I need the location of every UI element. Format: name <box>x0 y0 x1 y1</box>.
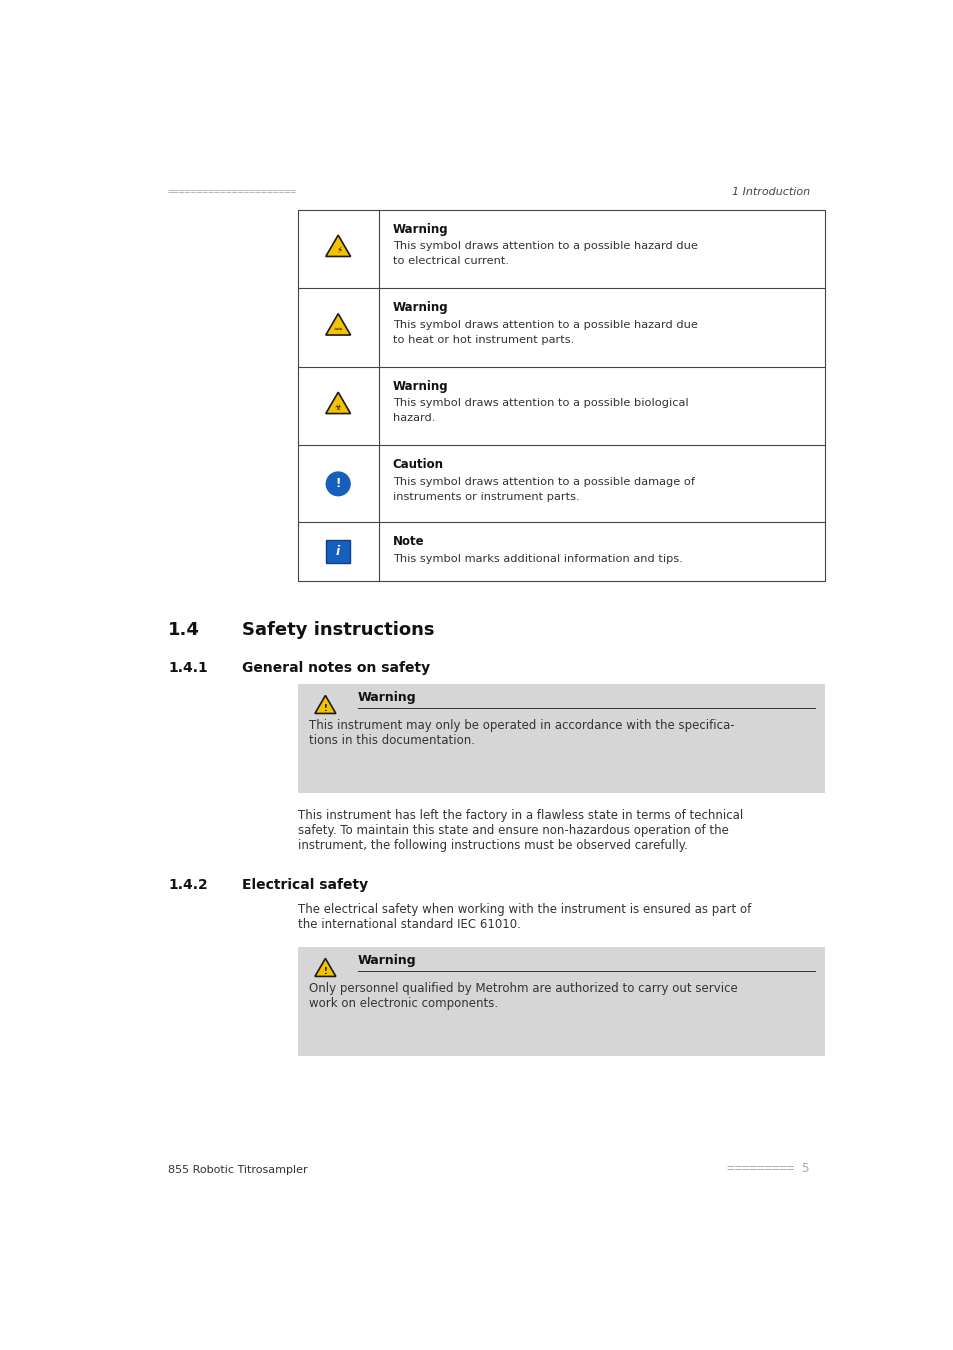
FancyBboxPatch shape <box>297 946 823 1056</box>
Text: General notes on safety: General notes on safety <box>241 662 430 675</box>
Text: instrument, the following instructions must be observed carefully.: instrument, the following instructions m… <box>297 838 687 852</box>
Text: This instrument has left the factory in a flawless state in terms of technical: This instrument has left the factory in … <box>297 809 742 822</box>
Text: This symbol draws attention to a possible hazard due: This symbol draws attention to a possibl… <box>393 320 697 329</box>
Text: 1.4: 1.4 <box>168 621 200 639</box>
Text: !: ! <box>323 967 327 976</box>
Text: work on electronic components.: work on electronic components. <box>309 996 497 1010</box>
Polygon shape <box>325 235 350 256</box>
Text: 1 Introduction: 1 Introduction <box>731 186 809 197</box>
Text: ========= 5: ========= 5 <box>726 1161 809 1174</box>
Text: ======================: ====================== <box>168 186 297 197</box>
Text: Electrical safety: Electrical safety <box>241 879 368 892</box>
Text: 1.4.1: 1.4.1 <box>168 662 208 675</box>
Text: Warning: Warning <box>393 301 448 315</box>
Text: This symbol draws attention to a possible damage of: This symbol draws attention to a possibl… <box>393 477 694 487</box>
Text: i: i <box>335 544 340 558</box>
FancyBboxPatch shape <box>297 684 823 794</box>
Text: 1.4.2: 1.4.2 <box>168 879 208 892</box>
Text: 855 Robotic Titrosampler: 855 Robotic Titrosampler <box>168 1165 308 1174</box>
Text: Warning: Warning <box>393 379 448 393</box>
Polygon shape <box>325 313 350 335</box>
Text: Warning: Warning <box>393 223 448 236</box>
Text: Caution: Caution <box>393 459 443 471</box>
Text: !: ! <box>323 703 327 713</box>
Text: ⚡: ⚡ <box>335 246 342 255</box>
Text: to heat or hot instrument parts.: to heat or hot instrument parts. <box>393 335 574 344</box>
Text: This instrument may only be operated in accordance with the specifica-: This instrument may only be operated in … <box>309 718 734 732</box>
FancyBboxPatch shape <box>297 209 823 580</box>
Circle shape <box>326 472 350 495</box>
Text: Warning: Warning <box>357 691 416 703</box>
Polygon shape <box>314 958 335 976</box>
Text: Safety instructions: Safety instructions <box>241 621 434 639</box>
Text: the international standard IEC 61010.: the international standard IEC 61010. <box>297 918 519 932</box>
Text: This symbol draws attention to a possible hazard due: This symbol draws attention to a possibl… <box>393 242 697 251</box>
Text: tions in this documentation.: tions in this documentation. <box>309 733 475 747</box>
Text: Note: Note <box>393 536 424 548</box>
Text: Only personnel qualified by Metrohm are authorized to carry out service: Only personnel qualified by Metrohm are … <box>309 981 737 995</box>
Text: Warning: Warning <box>357 954 416 967</box>
Text: ≈≈: ≈≈ <box>333 327 343 332</box>
Text: The electrical safety when working with the instrument is ensured as part of: The electrical safety when working with … <box>297 903 750 917</box>
Text: ☣: ☣ <box>335 402 341 412</box>
Text: This symbol marks additional information and tips.: This symbol marks additional information… <box>393 554 682 564</box>
Text: hazard.: hazard. <box>393 413 435 424</box>
Polygon shape <box>325 393 350 413</box>
Text: instruments or instrument parts.: instruments or instrument parts. <box>393 491 578 502</box>
Text: to electrical current.: to electrical current. <box>393 256 508 266</box>
Text: safety. To maintain this state and ensure non-hazardous operation of the: safety. To maintain this state and ensur… <box>297 824 727 837</box>
Text: This symbol draws attention to a possible biological: This symbol draws attention to a possibl… <box>393 398 688 409</box>
Polygon shape <box>314 695 335 713</box>
FancyBboxPatch shape <box>326 540 350 563</box>
Text: !: ! <box>335 477 340 490</box>
